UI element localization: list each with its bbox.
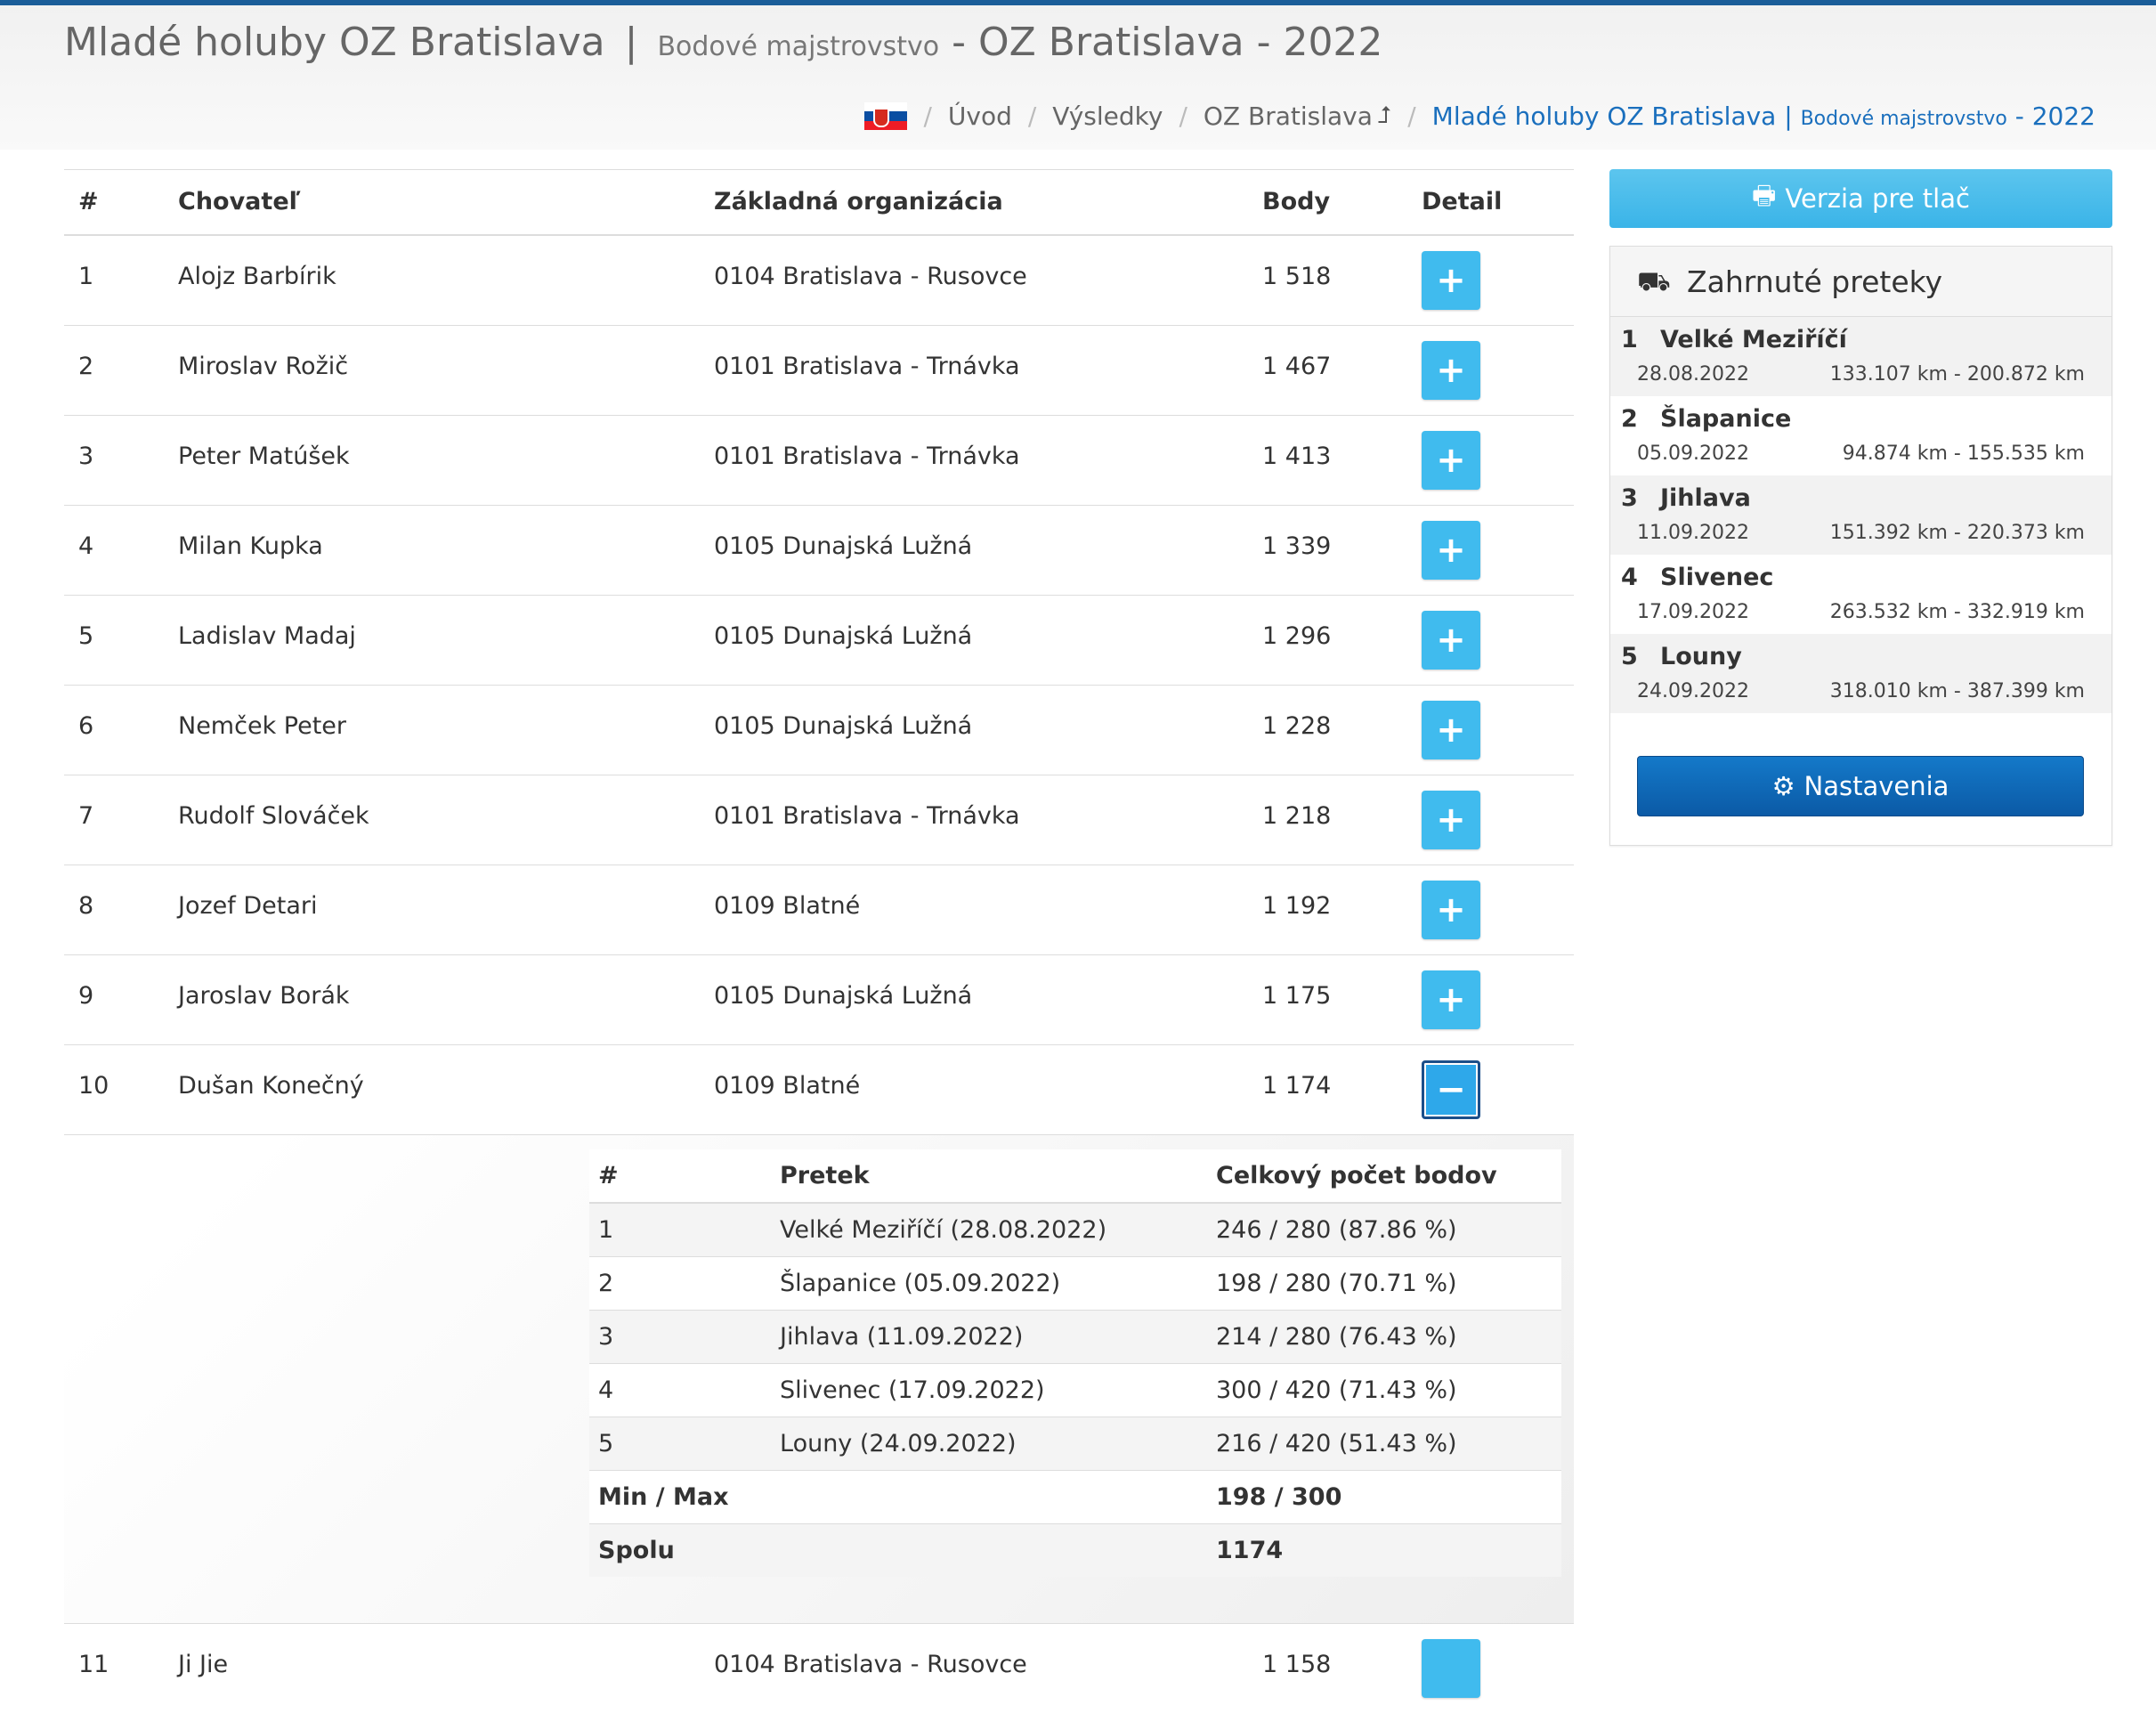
page-title: Mladé holuby OZ Bratislava | Bodové majs…: [64, 20, 1383, 65]
table-row: 8 Jozef Detari 0109 Blatné 1 192 +: [64, 865, 1574, 954]
page-header: Mladé holuby OZ Bratislava | Bodové majs…: [0, 5, 2156, 150]
header-detail: Detail: [1422, 188, 1503, 215]
expand-detail-button[interactable]: +: [1422, 341, 1480, 400]
detail-minmax-row: Min / Max 198 / 300: [589, 1471, 1561, 1524]
flag-emblem: [873, 107, 890, 127]
gears-icon: ⚙: [1771, 771, 1795, 801]
header-points: Body: [1262, 188, 1331, 215]
expand-detail-button[interactable]: +: [1422, 791, 1480, 849]
table-row: 5 Ladislav Madaj 0105 Dunajská Lužná 1 2…: [64, 595, 1574, 685]
table-row: 6 Nemček Peter 0105 Dunajská Lužná 1 228…: [64, 685, 1574, 775]
breadcrumb-oz-bratislava[interactable]: OZ Bratislava: [1203, 101, 1373, 131]
race-item: 5 Louny 24.09.2022 318.010 km - 387.399 …: [1610, 634, 2111, 713]
header-rank: #: [78, 188, 99, 215]
panel-header: ⛟ Zahrnuté preteky: [1610, 247, 2111, 317]
detail-row: 2 Šlapanice (05.09.2022) 198 / 280 (70.7…: [589, 1257, 1561, 1311]
header-org: Základná organizácia: [714, 188, 1003, 215]
detail-row: 5 Louny (24.09.2022) 216 / 420 (51.43 %): [589, 1417, 1561, 1471]
table-row: 7 Rudolf Slováček 0101 Bratislava - Trná…: [64, 775, 1574, 865]
top-accent-bar: [0, 0, 2156, 5]
expand-detail-button[interactable]: +: [1422, 611, 1480, 670]
print-version-button[interactable]: 🖶 Verzia pre tlač: [1609, 169, 2112, 228]
table-row: 11 Ji Jie 0104 Bratislava - Rusovce 1 15…: [64, 1623, 1574, 1713]
expand-detail-button[interactable]: +: [1422, 431, 1480, 490]
flag-stripe-white: [864, 101, 908, 112]
printer-icon: 🖶: [1752, 179, 1777, 210]
settings-button[interactable]: ⚙ Nastavenia: [1637, 756, 2084, 816]
table-row: 3 Peter Matúšek 0101 Bratislava - Trnávk…: [64, 415, 1574, 505]
detail-sum-row: Spolu 1174: [589, 1524, 1561, 1577]
expand-detail-button[interactable]: +: [1422, 251, 1480, 310]
breadcrumb-vysledky[interactable]: Výsledky: [1052, 101, 1163, 131]
detail-row: 3 Jihlava (11.09.2022) 214 / 280 (76.43 …: [589, 1311, 1561, 1364]
table-row: 1 Alojz Barbírik 0104 Bratislava - Rusov…: [64, 235, 1574, 325]
expand-detail-button[interactable]: [1422, 1639, 1480, 1698]
detail-table: # Pretek Celkový počet bodov 1 Velké Mez…: [589, 1149, 1561, 1577]
race-item: 3 Jihlava 11.09.2022 151.392 km - 220.37…: [1610, 475, 2111, 555]
slovak-flag-icon[interactable]: [864, 101, 908, 131]
breadcrumb-current: Mladé holuby OZ Bratislava | Bodové majs…: [1431, 101, 2095, 131]
table-row: 10 Dušan Konečný 0109 Blatné 1 174 −: [64, 1044, 1574, 1134]
detail-row: 1 Velké Meziříčí (28.08.2022) 246 / 280 …: [589, 1204, 1561, 1257]
detail-row: 4 Slivenec (17.09.2022) 300 / 420 (71.43…: [589, 1364, 1561, 1417]
race-item: 1 Velké Meziříčí 28.08.2022 133.107 km -…: [1610, 317, 2111, 396]
results-table: # Chovateľ Základná organizácia Body Det…: [64, 169, 1574, 1713]
detail-header: # Pretek Celkový počet bodov: [589, 1149, 1561, 1204]
breadcrumb: / Úvod / Výsledky / OZ Bratislava ⮥ / Ml…: [864, 101, 2095, 131]
row-detail-panel: # Pretek Celkový počet bodov 1 Velké Mez…: [64, 1134, 1574, 1623]
header-name: Chovateľ: [178, 188, 301, 215]
level-up-icon[interactable]: ⮥: [1377, 102, 1392, 129]
expand-detail-button[interactable]: +: [1422, 881, 1480, 939]
collapse-detail-button[interactable]: −: [1422, 1060, 1480, 1119]
expand-detail-button[interactable]: +: [1422, 970, 1480, 1029]
table-row: 9 Jaroslav Borák 0105 Dunajská Lužná 1 1…: [64, 954, 1574, 1044]
truck-icon: ⛟: [1637, 266, 1671, 297]
table-header: # Chovateľ Základná organizácia Body Det…: [64, 169, 1574, 235]
table-row: 4 Milan Kupka 0105 Dunajská Lužná 1 339 …: [64, 505, 1574, 595]
table-row: 2 Miroslav Rožič 0101 Bratislava - Trnáv…: [64, 325, 1574, 415]
included-races-panel: ⛟ Zahrnuté preteky 1 Velké Meziříčí 28.0…: [1609, 246, 2112, 846]
expand-detail-button[interactable]: +: [1422, 701, 1480, 759]
expand-detail-button[interactable]: +: [1422, 521, 1480, 580]
race-item: 2 Šlapanice 05.09.2022 94.874 km - 155.5…: [1621, 405, 2085, 465]
breadcrumb-uvod[interactable]: Úvod: [947, 101, 1012, 131]
panel-title: Zahrnuté preteky: [1687, 264, 1943, 299]
race-item: 4 Slivenec 17.09.2022 263.532 km - 332.9…: [1621, 564, 2085, 623]
